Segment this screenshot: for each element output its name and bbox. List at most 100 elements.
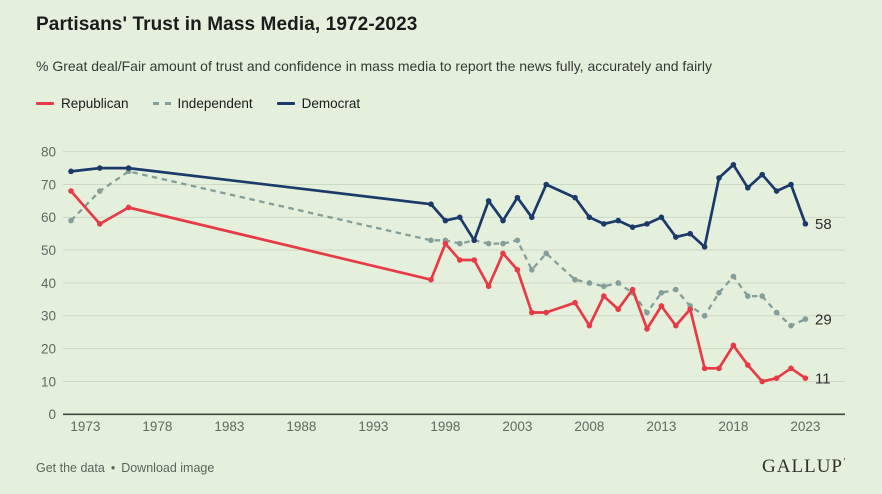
democrat-point [500,217,506,224]
footer: Get the data • Download image GALLUP’ [36,456,846,478]
footer-links: Get the data • Download image [36,461,214,475]
democrat-line-swatch-icon [276,102,295,105]
republican-point [644,326,650,332]
democrat-point [543,181,549,188]
republican-point [745,362,751,368]
democrat-point [514,194,521,201]
x-tick-label: 1983 [214,419,244,434]
republican-point [97,221,103,227]
republican-point [514,267,521,273]
democrat-point [644,221,650,227]
gallup-logo: GALLUP’ [762,456,846,477]
democrat-point [802,221,809,227]
x-tick-label: 1973 [70,419,100,434]
republican-point [500,250,506,257]
independent-point [745,293,751,299]
democrat-point [68,168,74,175]
democrat-point [125,165,132,171]
independent-point [601,283,607,290]
independent-point [673,286,679,293]
democrat-point [601,221,607,227]
get-the-data-link[interactable]: Get the data [36,461,105,475]
y-tick-label: 50 [41,243,56,258]
democrat-point [457,214,463,221]
republican-point [788,365,794,372]
republican-point [673,322,679,329]
legend-item-independent: Independent [152,96,253,111]
gridlines [63,151,845,416]
legend-label-democrat: Democrat [301,96,361,111]
democrat-point [615,217,621,224]
republican-point [759,378,765,385]
independent-point [457,240,463,247]
x-tick-label: 2003 [502,419,532,434]
independent-point [529,267,535,273]
democrat-point [759,171,765,178]
independent-point [485,240,492,247]
republican-point [428,276,434,283]
y-tick-label: 60 [41,210,56,225]
republican-point [529,309,535,316]
independent-point [701,313,708,319]
independent-end-label: 29 [815,311,832,328]
independent-point [644,309,650,316]
x-tick-label: 1988 [286,419,316,434]
republican-end-label: 11 [815,370,831,387]
x-tick-label: 1998 [430,419,460,434]
democrat-point [471,237,478,244]
independent-point [97,188,103,194]
independent-point [773,309,780,316]
series-democrat: 58 [68,161,832,250]
democrat-point [572,194,578,201]
independent-point [500,240,506,247]
democrat-point [788,181,794,188]
independent-point [615,280,621,286]
democrat-point [586,214,593,221]
democrat-point [442,217,449,224]
x-axis-labels: 1973 1978 1983 1988 1993 1998 2003 2008 2013 2018… [70,419,820,434]
republican-point [802,375,809,381]
y-tick-label: 10 [41,374,56,389]
democrat-point [701,244,708,250]
chart-subtitle: % Great deal/Fair amount of trust and co… [36,58,712,74]
democrat-point [629,224,636,230]
republican-point [773,375,780,381]
democrat-point [716,175,722,181]
republican-point [601,293,607,299]
republican-point [471,257,478,263]
download-image-link[interactable]: Download image [121,461,215,475]
y-tick-label: 40 [41,276,56,291]
democrat-point [730,161,737,168]
y-tick-label: 20 [41,341,56,356]
democrat-point [529,214,535,221]
democrat-point [485,198,492,204]
democrat-end-label: 58 [815,216,832,233]
republican-point [586,322,593,329]
page-title: Partisans' Trust in Mass Media, 1972-202… [36,14,418,35]
republican-point [572,299,578,306]
republican-point [716,365,722,372]
independent-point [788,322,794,329]
independent-point [730,273,737,280]
democrat-point [745,184,751,191]
republican-point [543,309,549,316]
republican-point [629,286,636,293]
footer-separator: • [110,461,116,475]
democrat-point [97,165,103,171]
democrat-point [687,230,693,237]
independent-point [658,290,665,296]
independent-point [68,217,74,224]
chart-svg: 0 10 20 30 40 50 60 70 80 1973 1978 1983 1988 1993 199… [41,144,845,434]
democrat-point [673,234,679,240]
republican-point [701,365,708,372]
democrat-line [70,163,807,249]
democrat-point [658,214,665,221]
chart-legend: Republican Independent Democrat [36,96,360,111]
republican-point [658,303,665,309]
x-tick-label: 2013 [646,419,676,434]
independent-point [514,237,521,244]
independent-point [802,316,809,322]
y-tick-label: 0 [48,407,56,422]
series-independent: 29 [68,168,832,329]
legend-label-independent: Independent [177,96,253,111]
